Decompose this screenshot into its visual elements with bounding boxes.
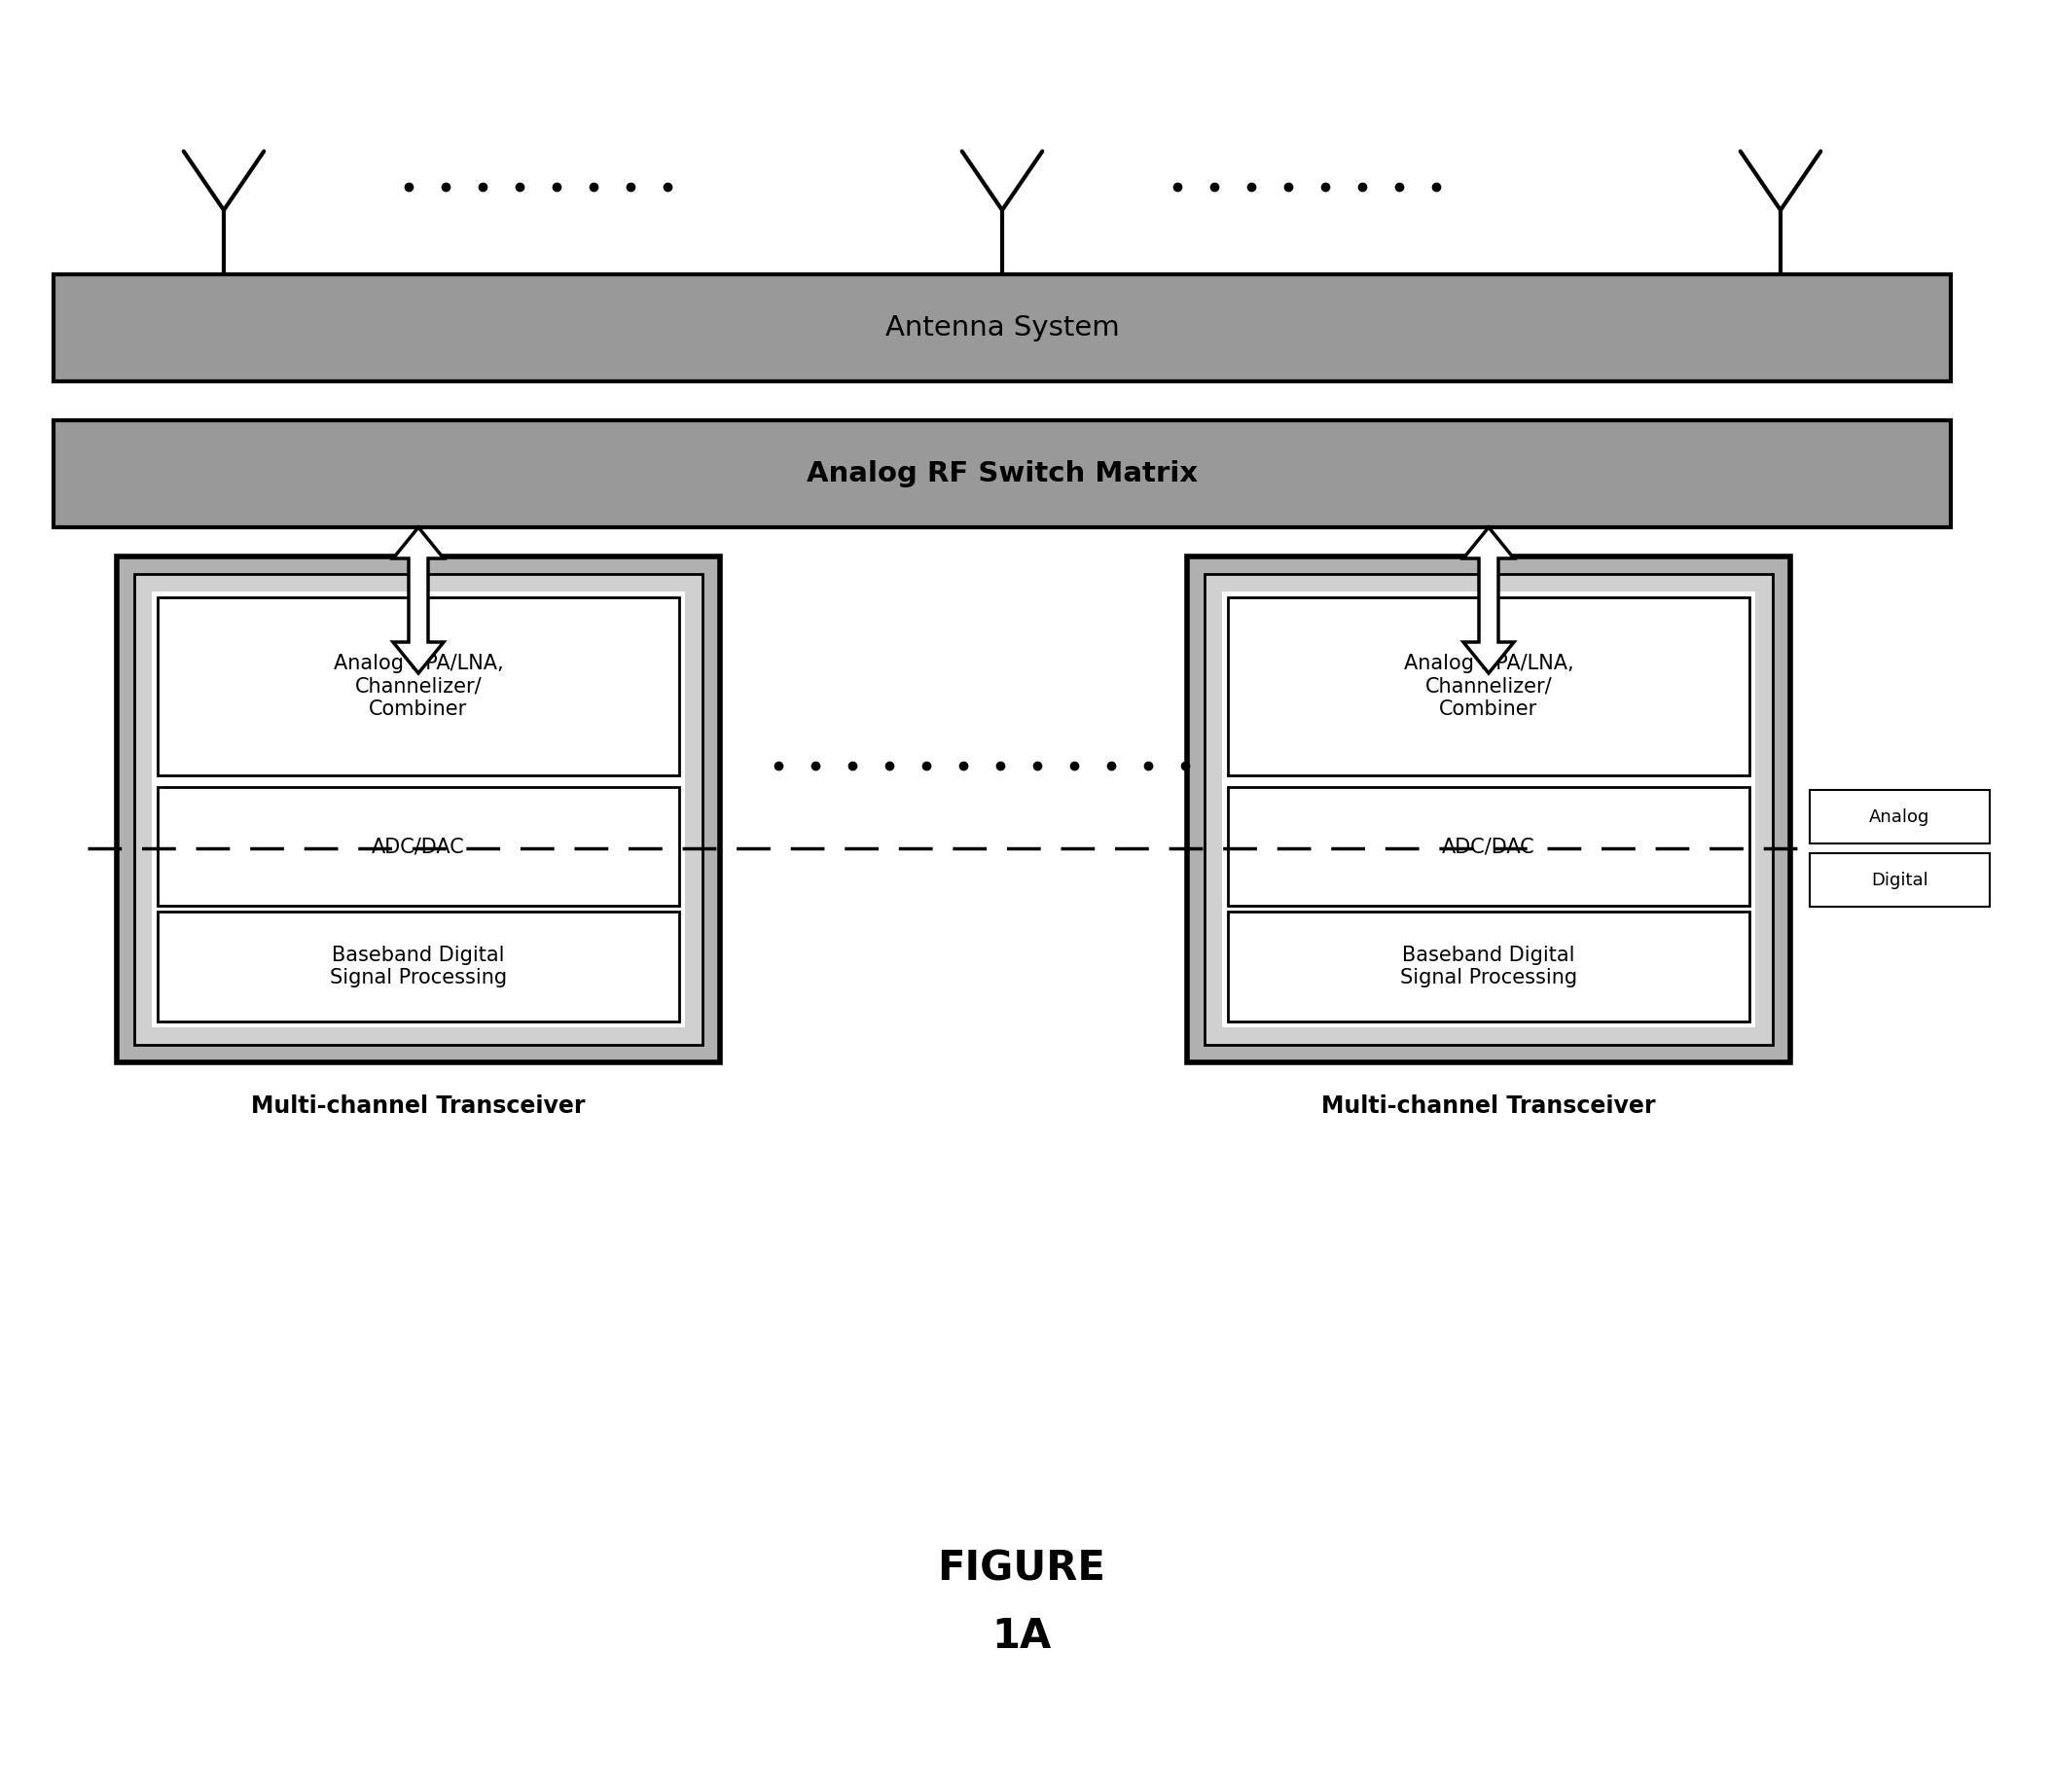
Bar	[53, 421, 1951, 527]
Text: ADC/DAC: ADC/DAC	[1443, 837, 1535, 857]
Bar	[1227, 597, 1750, 776]
Bar	[158, 787, 679, 907]
Text: Analog HPA/LNA,
Channelizer/
Combiner: Analog HPA/LNA, Channelizer/ Combiner	[1404, 654, 1574, 719]
Text: Analog HPA/LNA,
Channelizer/
Combiner: Analog HPA/LNA, Channelizer/ Combiner	[332, 654, 503, 719]
Bar	[117, 557, 720, 1063]
Bar	[1810, 853, 1990, 907]
Text: Multi-channel Transceiver: Multi-channel Transceiver	[1321, 1095, 1656, 1118]
Bar	[152, 591, 685, 1027]
Bar	[158, 910, 679, 1021]
Text: Analog: Analog	[1869, 808, 1931, 826]
Bar	[1205, 573, 1773, 1045]
Bar	[1227, 910, 1750, 1021]
Text: ADC/DAC: ADC/DAC	[371, 837, 466, 857]
Text: Baseband Digital
Signal Processing: Baseband Digital Signal Processing	[330, 946, 507, 987]
Bar	[1227, 787, 1750, 907]
Bar	[1186, 557, 1789, 1063]
Polygon shape	[1463, 527, 1514, 674]
Bar	[1223, 591, 1754, 1027]
Bar	[158, 597, 679, 776]
Text: Digital: Digital	[1871, 871, 1929, 889]
Text: Baseband Digital
Signal Processing: Baseband Digital Signal Processing	[1399, 946, 1578, 987]
Text: Analog RF Switch Matrix: Analog RF Switch Matrix	[806, 461, 1198, 487]
Text: Multi-channel Transceiver: Multi-channel Transceiver	[250, 1095, 585, 1118]
Polygon shape	[394, 527, 443, 674]
Bar	[53, 274, 1951, 382]
Text: Antenna System: Antenna System	[884, 314, 1118, 342]
Text: FIGURE: FIGURE	[938, 1548, 1106, 1590]
Bar	[133, 573, 702, 1045]
Text: 1A: 1A	[991, 1616, 1051, 1658]
Bar	[1810, 790, 1990, 844]
